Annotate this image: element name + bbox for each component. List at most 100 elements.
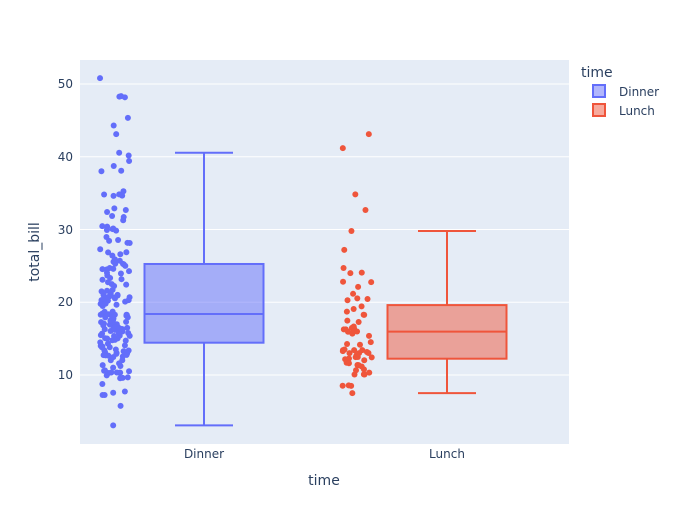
data-point[interactable] bbox=[106, 237, 113, 244]
data-point[interactable] bbox=[103, 227, 110, 234]
data-point[interactable] bbox=[123, 281, 130, 288]
data-point[interactable] bbox=[109, 308, 116, 315]
data-point[interactable] bbox=[116, 149, 123, 156]
data-point[interactable] bbox=[112, 346, 119, 353]
data-point[interactable] bbox=[100, 322, 107, 329]
data-point[interactable] bbox=[111, 256, 118, 263]
data-point[interactable] bbox=[123, 318, 130, 325]
data-point[interactable] bbox=[110, 225, 117, 232]
data-point[interactable] bbox=[101, 191, 108, 198]
data-point[interactable] bbox=[97, 332, 104, 339]
data-point[interactable] bbox=[345, 360, 352, 367]
data-point[interactable] bbox=[98, 344, 105, 351]
data-point[interactable] bbox=[105, 249, 112, 256]
data-point[interactable] bbox=[352, 191, 359, 198]
data-point[interactable] bbox=[104, 340, 111, 347]
data-point[interactable] bbox=[126, 157, 133, 164]
data-point[interactable] bbox=[117, 270, 124, 277]
data-point[interactable] bbox=[121, 342, 128, 349]
data-point[interactable] bbox=[361, 311, 368, 318]
data-point[interactable] bbox=[340, 264, 347, 271]
data-point[interactable] bbox=[361, 357, 368, 364]
data-point[interactable] bbox=[122, 337, 129, 344]
data-point[interactable] bbox=[366, 369, 373, 376]
data-point[interactable] bbox=[104, 209, 111, 216]
data-point[interactable] bbox=[97, 300, 104, 307]
data-point[interactable] bbox=[356, 341, 363, 348]
data-point[interactable] bbox=[124, 324, 131, 331]
data-point[interactable] bbox=[355, 318, 362, 325]
data-point[interactable] bbox=[360, 366, 367, 373]
data-point[interactable] bbox=[124, 114, 131, 121]
data-point[interactable] bbox=[126, 239, 133, 246]
box-iqr[interactable] bbox=[143, 262, 265, 344]
data-point[interactable] bbox=[350, 290, 357, 297]
data-point[interactable] bbox=[339, 145, 346, 152]
data-point[interactable] bbox=[97, 339, 104, 346]
data-point[interactable] bbox=[97, 246, 104, 253]
data-point[interactable] bbox=[118, 93, 125, 100]
data-point[interactable] bbox=[113, 350, 120, 357]
data-point[interactable] bbox=[126, 332, 133, 339]
data-point[interactable] bbox=[342, 326, 349, 333]
data-point[interactable] bbox=[100, 352, 107, 359]
data-point[interactable] bbox=[99, 380, 106, 387]
data-point[interactable] bbox=[340, 278, 347, 285]
data-point[interactable] bbox=[111, 333, 118, 340]
data-point[interactable] bbox=[354, 295, 361, 302]
data-point[interactable] bbox=[358, 303, 365, 310]
data-point[interactable] bbox=[351, 347, 358, 354]
data-point[interactable] bbox=[350, 305, 357, 312]
data-point[interactable] bbox=[105, 352, 112, 359]
data-point[interactable] bbox=[98, 168, 105, 175]
data-point[interactable] bbox=[99, 266, 106, 273]
data-point[interactable] bbox=[102, 300, 109, 307]
data-point[interactable] bbox=[344, 317, 351, 324]
data-point[interactable] bbox=[116, 360, 123, 367]
data-point[interactable] bbox=[107, 275, 114, 282]
data-point[interactable] bbox=[125, 152, 132, 159]
data-point[interactable] bbox=[345, 382, 352, 389]
data-point[interactable] bbox=[99, 276, 106, 283]
data-point[interactable] bbox=[110, 122, 117, 129]
data-point[interactable] bbox=[116, 325, 123, 332]
data-point[interactable] bbox=[351, 371, 358, 378]
data-point[interactable] bbox=[97, 311, 104, 318]
data-point[interactable] bbox=[116, 257, 123, 264]
data-point[interactable] bbox=[360, 371, 367, 378]
data-point[interactable] bbox=[122, 298, 129, 305]
data-point[interactable] bbox=[355, 283, 362, 290]
data-point[interactable] bbox=[99, 223, 106, 230]
data-point[interactable] bbox=[109, 314, 116, 321]
data-point[interactable] bbox=[347, 270, 354, 277]
data-point[interactable] bbox=[366, 332, 373, 339]
data-point[interactable] bbox=[111, 205, 118, 212]
data-point[interactable] bbox=[120, 348, 127, 355]
data-point[interactable] bbox=[122, 207, 129, 214]
data-point[interactable] bbox=[339, 382, 346, 389]
data-point[interactable] bbox=[363, 349, 370, 356]
data-point[interactable] bbox=[339, 348, 346, 355]
data-point[interactable] bbox=[368, 354, 375, 361]
data-point[interactable] bbox=[101, 367, 108, 374]
data-point[interactable] bbox=[123, 312, 130, 319]
data-point[interactable] bbox=[111, 295, 118, 302]
data-point[interactable] bbox=[119, 192, 126, 199]
data-point[interactable] bbox=[97, 75, 104, 82]
data-point[interactable] bbox=[123, 249, 130, 256]
data-point[interactable] bbox=[117, 251, 124, 258]
data-point[interactable] bbox=[118, 167, 125, 174]
data-point[interactable] bbox=[355, 362, 362, 369]
data-point[interactable] bbox=[117, 402, 124, 409]
data-point[interactable] bbox=[120, 214, 127, 221]
data-point[interactable] bbox=[358, 269, 365, 276]
data-point[interactable] bbox=[108, 369, 115, 376]
data-point[interactable] bbox=[126, 368, 133, 375]
data-point[interactable] bbox=[103, 372, 110, 379]
data-point[interactable] bbox=[110, 422, 117, 429]
data-point[interactable] bbox=[99, 362, 106, 369]
data-point[interactable] bbox=[349, 390, 356, 397]
data-point[interactable] bbox=[103, 266, 110, 273]
legend-item-dinner[interactable]: Dinner bbox=[592, 84, 659, 99]
data-point[interactable] bbox=[346, 350, 353, 357]
